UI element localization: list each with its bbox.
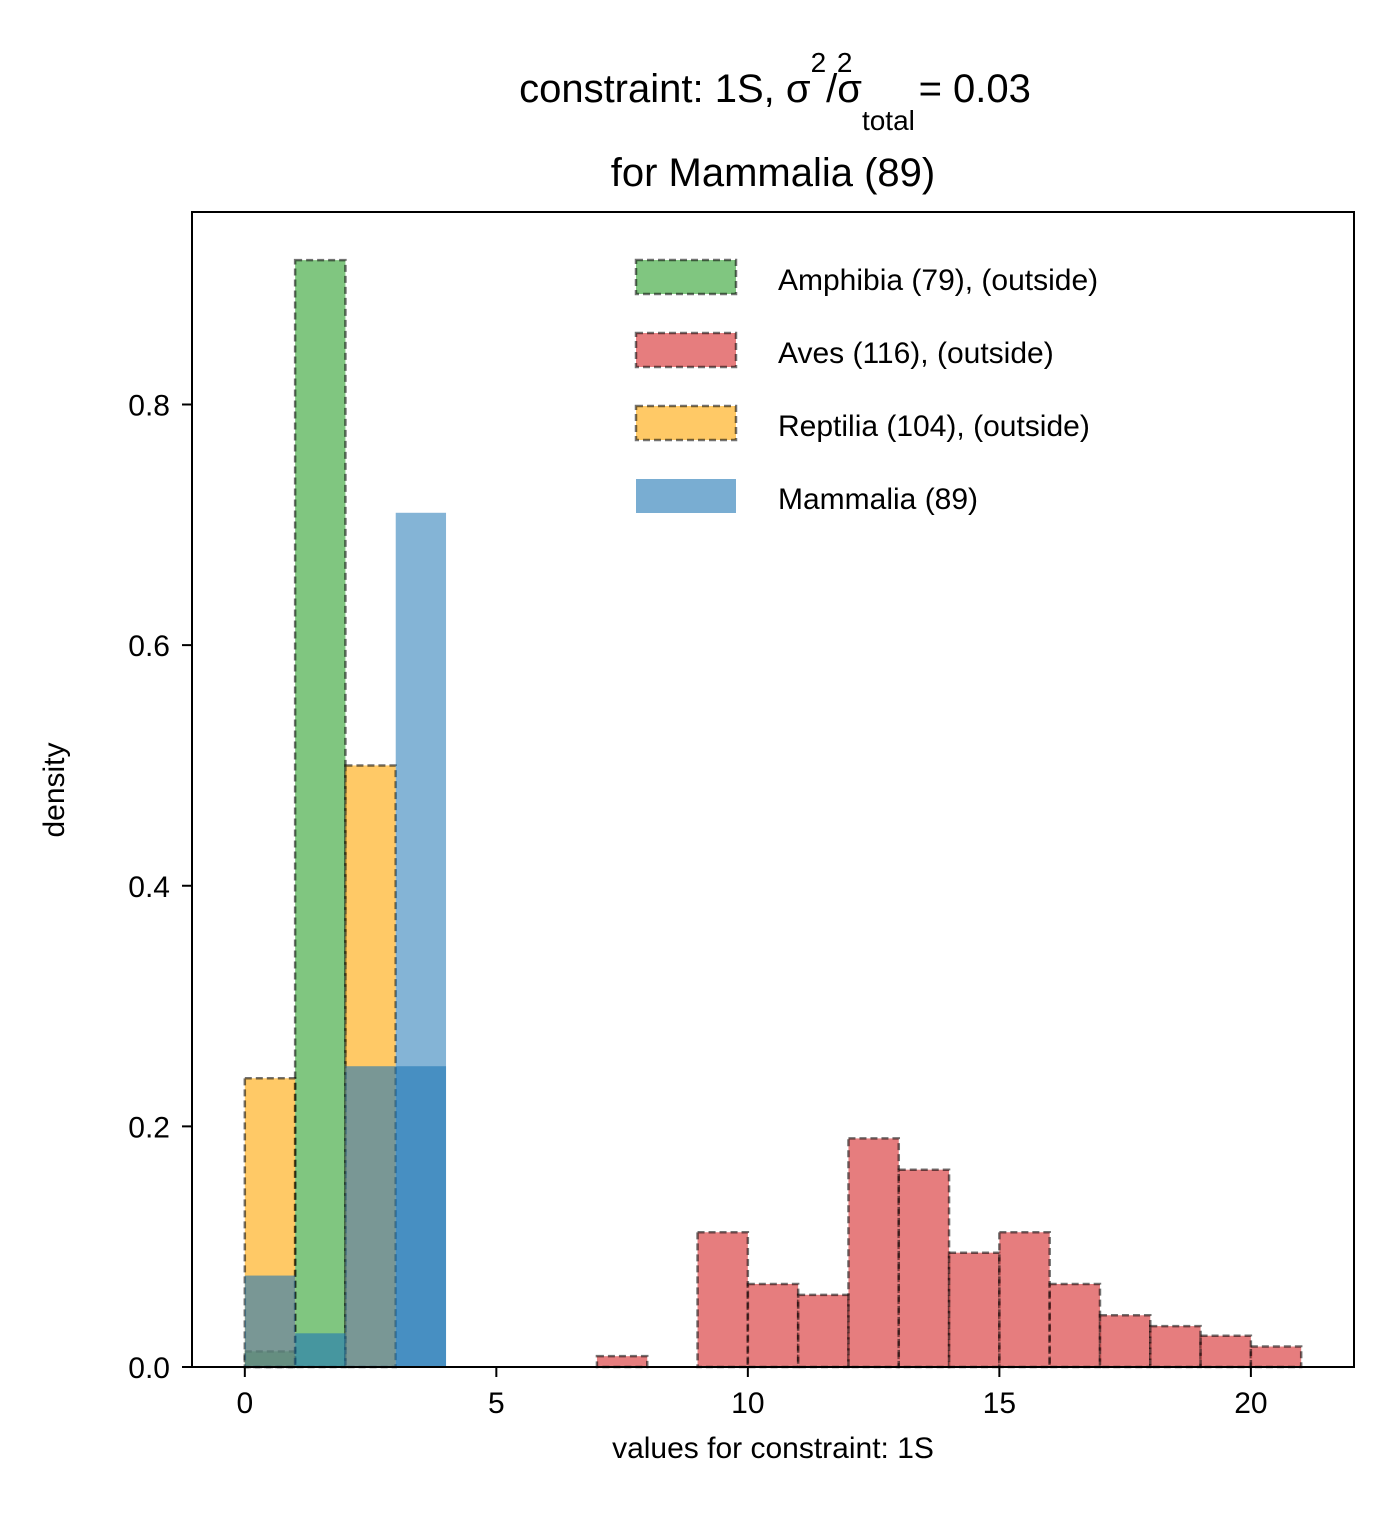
- y-tick-label-0: 0.0: [128, 1352, 170, 1385]
- x-tick-label-4: 20: [1234, 1387, 1267, 1420]
- bar-0-1: [293, 258, 347, 1369]
- title-suffix: = 0.03: [907, 67, 1030, 111]
- legend: Amphibia (79), (outside) Aves (116), (out…: [634, 258, 1098, 516]
- legend-swatch-3: [636, 479, 736, 513]
- y-tick-label-1: 0.2: [128, 1111, 170, 1144]
- x-tick-label-1: 5: [488, 1387, 505, 1420]
- bar-1-7: [595, 1354, 649, 1369]
- y-tick-label-4: 0.8: [128, 390, 170, 423]
- title-sup-2: 2: [837, 47, 853, 78]
- x-axis-label: values for constraint: 1S: [612, 1432, 934, 1465]
- plot-frame: [191, 211, 1355, 1368]
- x-tick-label-2: 10: [731, 1387, 764, 1420]
- bar-3-0: [244, 1275, 296, 1367]
- legend-swatch-1: [634, 331, 738, 369]
- y-axis-ticks: 0.0 0.2 0.4 0.6 0.8: [128, 390, 192, 1385]
- bar-3-1: [295, 1333, 346, 1367]
- bar-1-13: [897, 1168, 951, 1369]
- overlay-bar-0: [395, 512, 447, 1367]
- bar-1-14: [947, 1251, 1001, 1369]
- bar-3-2: [345, 1066, 396, 1367]
- legend-label-1: Aves (116), (outside): [778, 337, 1054, 370]
- y-axis-label: density: [38, 742, 71, 837]
- title-prefix: constraint: 1S, σ: [519, 67, 811, 111]
- histogram-bars: [243, 258, 1303, 1369]
- title-sup-1: 2: [811, 47, 827, 78]
- title-sub: total: [862, 105, 915, 136]
- legend-label-0: Amphibia (79), (outside): [778, 264, 1098, 297]
- bar-1-15: [998, 1231, 1051, 1369]
- chart-title: constraint: 1S, σ2/σtotal2 = 0.03 for Ma…: [519, 47, 1031, 195]
- bar-1-10: [746, 1282, 800, 1369]
- bar-1-17: [1098, 1314, 1152, 1369]
- x-tick-label-0: 0: [236, 1387, 253, 1420]
- y-tick-label-3: 0.6: [128, 630, 170, 663]
- bar-1-20: [1249, 1345, 1303, 1369]
- bar-1-19: [1199, 1334, 1253, 1369]
- bar-1-16: [1048, 1282, 1102, 1369]
- legend-swatch-2: [634, 404, 738, 442]
- bar-1-12: [847, 1137, 901, 1369]
- bar-1-9: [696, 1231, 750, 1369]
- legend-label-2: Reptilia (104), (outside): [778, 410, 1090, 443]
- legend-swatch-0: [634, 258, 738, 296]
- title-slash: /σ: [826, 67, 862, 111]
- legend-label-3: Mammalia (89): [778, 483, 978, 516]
- x-axis-ticks: 0 5 10 15 20: [236, 1367, 1268, 1420]
- svg-text:constraint: 1S, σ2/σtotal2 =: constraint: 1S, σ2/σtotal2 = 0.03: [519, 47, 1031, 136]
- bar-1-18: [1149, 1324, 1202, 1369]
- y-tick-label-2: 0.4: [128, 871, 170, 904]
- bar-1-11: [796, 1293, 850, 1369]
- overlay-bars: [395, 512, 447, 1367]
- x-tick-label-3: 15: [983, 1387, 1016, 1420]
- title-line-2: for Mammalia (89): [611, 151, 936, 195]
